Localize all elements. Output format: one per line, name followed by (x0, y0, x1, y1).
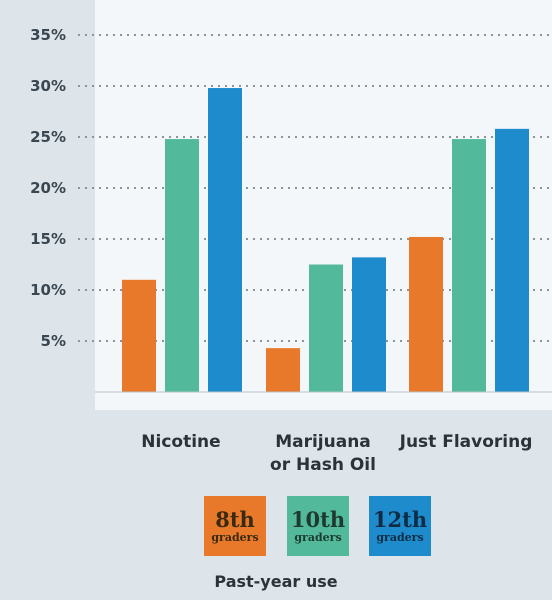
bar (165, 139, 199, 392)
y-tick-label: 20% (30, 179, 66, 197)
x-category-label: Just Flavoring (399, 432, 533, 452)
bars (122, 88, 529, 392)
bar (309, 264, 343, 392)
x-category-label: Marijuana or Hash Oil (270, 432, 376, 475)
bar (352, 257, 386, 392)
bar (495, 128, 529, 392)
y-axis-ticks: 5% 10% 15% 20% 25% 30% 35% (30, 26, 66, 350)
legend-caption: Past-year use (214, 572, 338, 591)
bar (409, 236, 443, 392)
legend-item-sub: graders (294, 530, 342, 544)
legend-item-sub: graders (211, 530, 259, 544)
y-tick-label: 10% (30, 281, 66, 299)
legend-item: 10th graders (287, 496, 349, 556)
x-category-label: Nicotine (141, 432, 220, 452)
category-labels: Nicotine Marijuana or Hash Oil Just Flavori… (141, 432, 532, 475)
legend-item-number: 10th (290, 506, 346, 532)
y-tick-label: 30% (30, 77, 66, 95)
bar (452, 139, 486, 392)
bar (122, 279, 156, 392)
y-tick-label: 35% (30, 26, 66, 44)
legend-item: 12th graders (369, 496, 431, 556)
legend-item-number: 8th (215, 506, 255, 532)
bar (208, 88, 242, 392)
legend-item-sub: graders (376, 530, 424, 544)
y-tick-label: 15% (30, 230, 66, 248)
legend-item-number: 12th (372, 506, 428, 532)
y-tick-label: 5% (41, 332, 66, 350)
y-tick-label: 25% (30, 128, 66, 146)
bar (266, 348, 300, 392)
legend-item: 8th graders (204, 496, 266, 556)
